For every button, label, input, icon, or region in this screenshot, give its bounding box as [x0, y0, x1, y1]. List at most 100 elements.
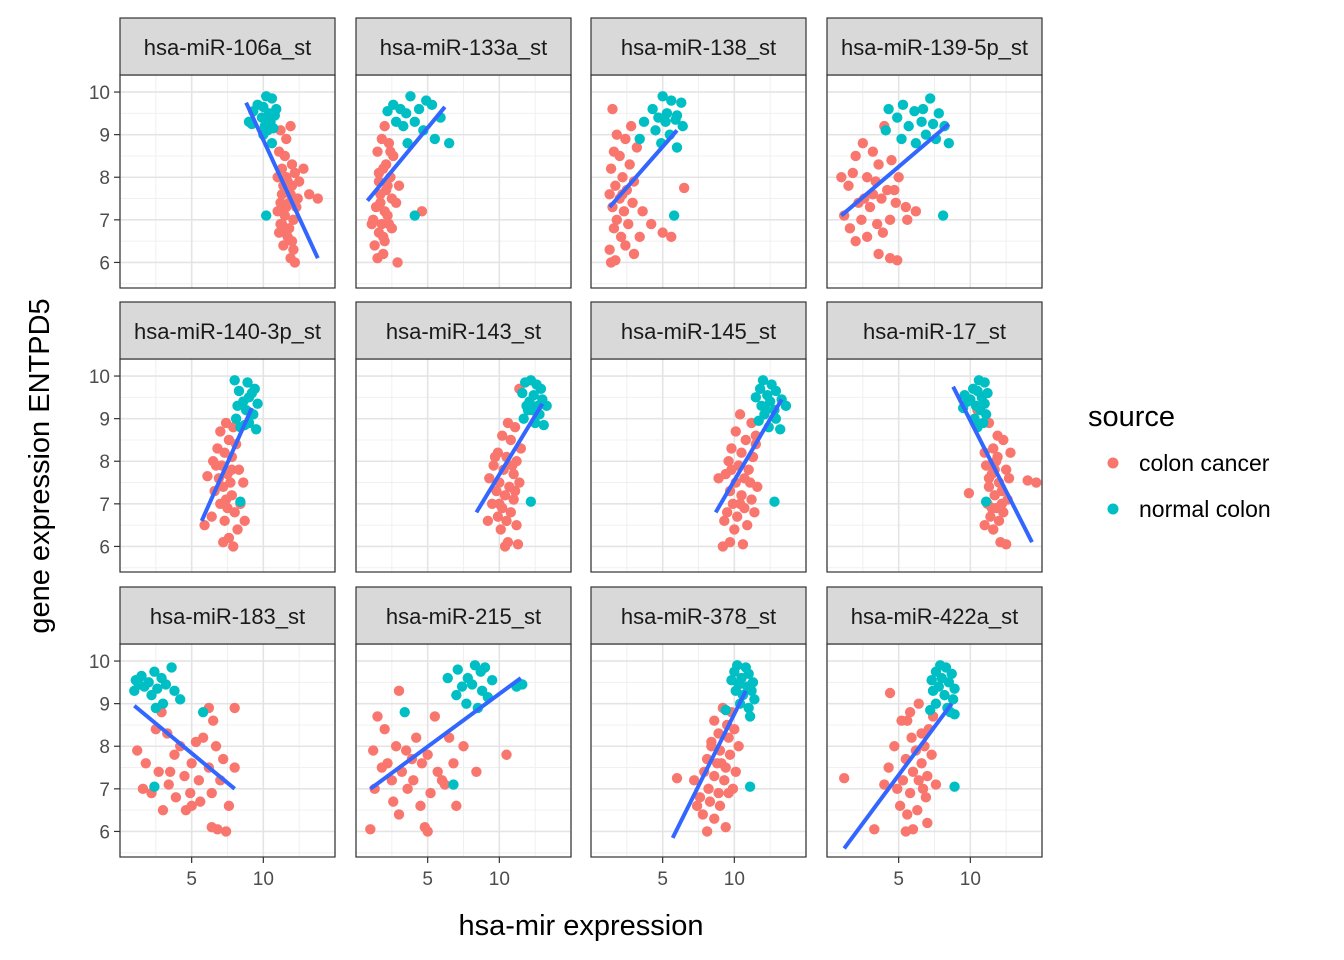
point-colon-cancer [501, 749, 512, 760]
point-normal-colon [638, 116, 650, 128]
point-colon-cancer [985, 511, 996, 522]
point-colon-cancer [910, 206, 922, 217]
point-colon-cancer [215, 426, 226, 437]
point-colon-cancer [368, 745, 379, 756]
point-colon-cancer [906, 732, 917, 743]
y-tick-label: 8 [99, 452, 110, 473]
point-colon-cancer [228, 541, 239, 552]
facet-panel: hsa-miR-422a_st [826, 586, 1043, 858]
point-colon-cancer [913, 775, 924, 786]
point-colon-cancer [730, 426, 741, 437]
point-colon-cancer [286, 235, 298, 247]
point-normal-colon [398, 120, 409, 132]
regression-line [840, 122, 951, 218]
point-colon-cancer [614, 150, 625, 162]
point-colon-cancer [436, 775, 448, 786]
point-colon-cancer [372, 252, 383, 264]
legend-key-colon-cancer [1107, 457, 1119, 469]
point-colon-cancer [186, 758, 197, 769]
facet-strip [826, 586, 1043, 645]
point-colon-cancer [229, 762, 240, 773]
y-tick-label: 6 [99, 822, 110, 843]
point-normal-colon [413, 103, 425, 115]
point-normal-colon [541, 400, 552, 412]
point-colon-cancer [850, 235, 861, 247]
point-colon-cancer [861, 231, 873, 243]
point-colon-cancer [749, 507, 760, 518]
point-colon-cancer [623, 218, 634, 230]
point-colon-cancer [1031, 477, 1042, 488]
point-colon-cancer [980, 460, 992, 471]
facet-strip [826, 301, 1043, 360]
y-tick-label: 10 [89, 652, 110, 673]
facet-panel: hsa-miR-139-5p_st [826, 17, 1043, 289]
facet-strip [826, 17, 1043, 76]
facet-panel: hsa-miR-145_st [590, 301, 807, 573]
point-colon-cancer [219, 515, 230, 527]
point-normal-colon [883, 103, 894, 115]
point-colon-cancer [620, 133, 631, 145]
point-colon-cancer [228, 421, 239, 433]
point-colon-cancer [232, 524, 243, 535]
point-colon-cancer [897, 775, 909, 786]
point-colon-cancer [678, 182, 690, 194]
point-colon-cancer [492, 511, 504, 522]
point-colon-cancer [689, 775, 700, 786]
point-normal-colon [242, 377, 253, 388]
point-normal-colon [744, 711, 756, 722]
point-colon-cancer [727, 498, 739, 510]
point-colon-cancer [288, 244, 299, 255]
point-normal-colon [670, 114, 681, 125]
point-colon-cancer [869, 824, 880, 835]
facet-strip [355, 586, 572, 645]
legend-label-colon-cancer: colon cancer [1139, 450, 1270, 476]
point-colon-cancer [491, 485, 502, 497]
point-colon-cancer [505, 507, 516, 518]
point-normal-colon [927, 685, 939, 697]
point-normal-colon [405, 91, 416, 102]
point-colon-cancer [286, 159, 298, 170]
point-colon-cancer [509, 485, 521, 497]
point-colon-cancer [890, 197, 901, 208]
point-normal-colon [266, 93, 278, 104]
point-colon-cancer [720, 821, 731, 833]
point-colon-cancer [701, 826, 713, 837]
point-colon-cancer [509, 421, 521, 433]
point-normal-colon [746, 685, 757, 697]
point-colon-cancer [366, 218, 377, 230]
point-normal-colon [266, 137, 278, 149]
point-colon-cancer [278, 240, 289, 251]
point-normal-colon [261, 210, 272, 221]
point-colon-cancer [732, 511, 743, 522]
point-colon-cancer [716, 758, 727, 769]
facet-panel: hsa-miR-183_st [119, 586, 336, 858]
point-colon-cancer [499, 541, 511, 552]
point-normal-colon [770, 385, 782, 397]
point-colon-cancer [988, 443, 999, 454]
point-colon-cancer [505, 434, 516, 446]
regression-line [369, 676, 523, 791]
point-colon-cancer [992, 451, 1003, 463]
point-normal-colon [399, 706, 410, 718]
point-colon-cancer [631, 142, 643, 153]
point-colon-cancer [713, 473, 724, 484]
point-colon-cancer [402, 783, 413, 795]
point-colon-cancer [422, 826, 433, 837]
point-colon-cancer [988, 524, 999, 535]
point-colon-cancer [304, 189, 315, 200]
point-colon-cancer [1005, 447, 1016, 458]
point-normal-colon [169, 685, 180, 697]
point-colon-cancer [392, 257, 403, 268]
point-colon-cancer [218, 481, 229, 492]
point-colon-cancer [873, 248, 884, 260]
point-colon-cancer [963, 487, 975, 499]
facet-strip [119, 301, 336, 360]
panel-points [365, 660, 528, 837]
point-colon-cancer [611, 214, 622, 226]
point-colon-cancer [393, 180, 405, 191]
point-colon-cancer [843, 180, 854, 191]
point-normal-colon [962, 396, 973, 407]
y-tick-label: 7 [99, 495, 110, 516]
point-colon-cancer [900, 826, 912, 837]
point-colon-cancer [913, 698, 924, 709]
